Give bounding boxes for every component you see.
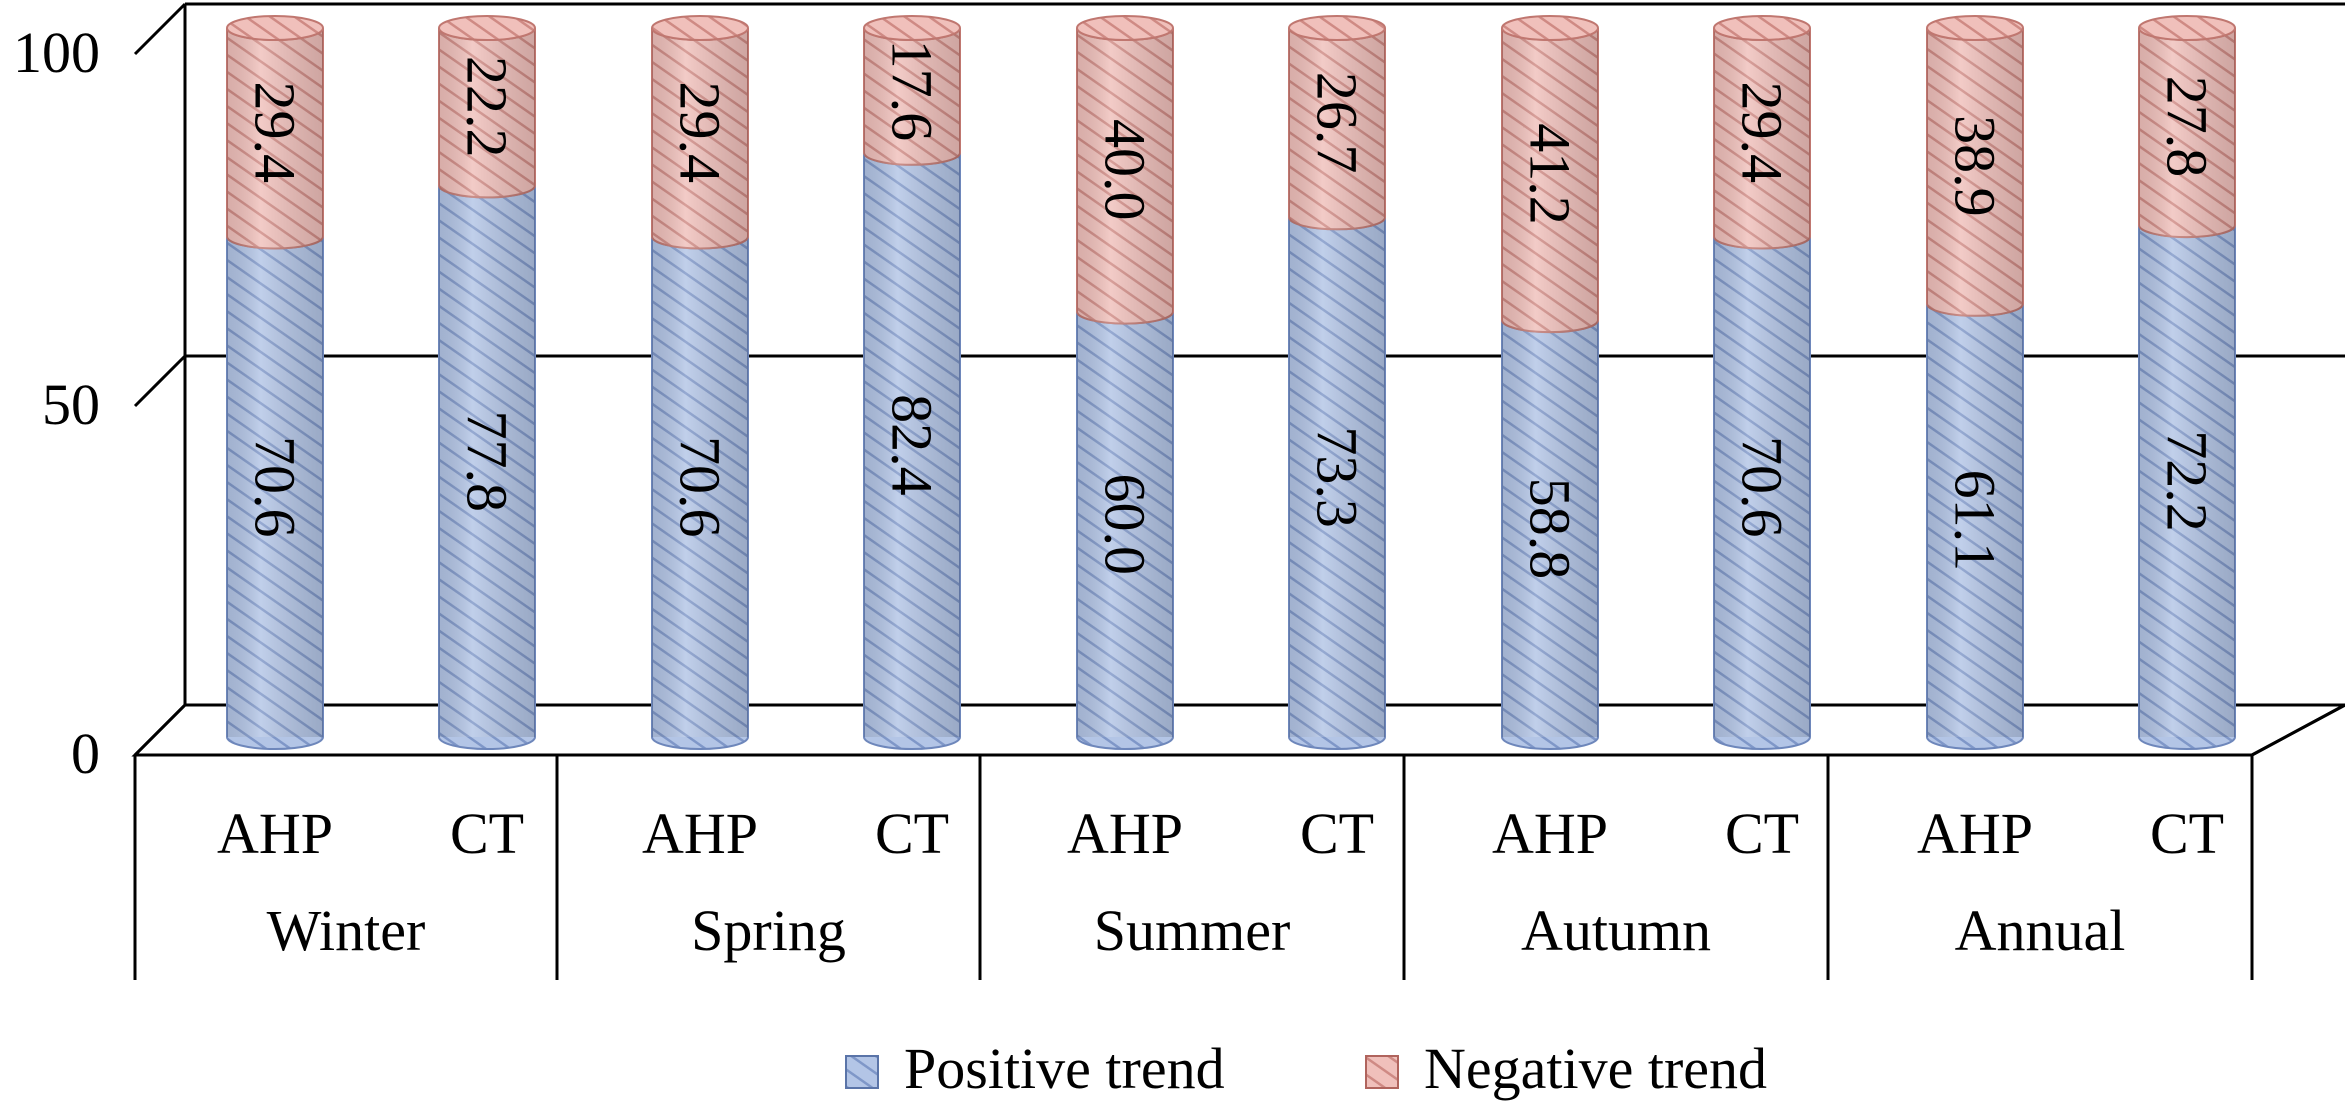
floor-right-edge bbox=[2251, 703, 2345, 757]
bar-1: 77.8 22.2 bbox=[438, 15, 536, 750]
bar-shading bbox=[227, 28, 323, 737]
category-label: AHP bbox=[1067, 801, 1183, 866]
category-label: CT bbox=[450, 801, 524, 866]
data-label-negative: 29.4 bbox=[243, 81, 308, 183]
bar-4: 60.0 40.0 bbox=[1076, 15, 1174, 750]
bar-top-cap bbox=[226, 15, 324, 41]
category-label: CT bbox=[1725, 801, 1799, 866]
y-tick-connector-50 bbox=[133, 354, 187, 408]
bar-8: 61.1 38.9 bbox=[1926, 15, 2024, 750]
bar-shading bbox=[864, 28, 960, 737]
data-label-positive: 82.4 bbox=[880, 394, 945, 496]
data-label-negative: 22.2 bbox=[455, 56, 520, 158]
x-axis: AHP CT AHP CT AHP CT AHP CT AHP CT Winter Spring Sum… bbox=[133, 703, 2345, 980]
legend-item-negative: Negative trend bbox=[1365, 1036, 1767, 1101]
category-label: AHP bbox=[1917, 801, 2033, 866]
y-axis: 0 50 100 bbox=[13, 2, 187, 786]
data-label-positive: 77.8 bbox=[455, 410, 520, 512]
legend: Positive trend Negative trend bbox=[845, 1036, 1767, 1101]
bar-top-cap bbox=[1288, 15, 1386, 41]
bar-shading bbox=[1714, 28, 1810, 737]
bar-shading bbox=[652, 28, 748, 737]
y-tick-label: 100 bbox=[13, 20, 100, 85]
bars: 70.6 29.4 77.8 22.2 70.6 29.4 82.4 17.6 60.0 40.0… bbox=[226, 15, 2236, 750]
category-label: AHP bbox=[217, 801, 333, 866]
data-label-negative: 40.0 bbox=[1093, 119, 1158, 221]
bar-5: 73.3 26.7 bbox=[1288, 15, 1386, 750]
bar-top-cap bbox=[1501, 15, 1599, 41]
legend-swatch-positive bbox=[845, 1055, 879, 1089]
bar-shading bbox=[1077, 28, 1173, 737]
bar-top-cap bbox=[1713, 15, 1811, 41]
data-label-negative: 26.7 bbox=[1305, 72, 1370, 173]
bar-top-cap bbox=[1076, 15, 1174, 41]
legend-item-positive: Positive trend bbox=[845, 1036, 1225, 1101]
category-label: AHP bbox=[1492, 801, 1608, 866]
category-label: AHP bbox=[642, 801, 758, 866]
bar-shading bbox=[439, 28, 535, 737]
bar-3: 82.4 17.6 bbox=[863, 15, 961, 750]
data-label-positive: 61.1 bbox=[1943, 470, 2008, 572]
legend-label-positive: Positive trend bbox=[904, 1036, 1225, 1101]
data-label-negative: 38.9 bbox=[1943, 115, 2008, 217]
group-label: Spring bbox=[691, 898, 846, 963]
group-label: Autumn bbox=[1521, 898, 1711, 963]
bar-shading bbox=[1927, 28, 2023, 737]
data-label-positive: 60.0 bbox=[1093, 474, 1158, 576]
group-label: Annual bbox=[1955, 898, 2126, 963]
data-label-positive: 72.2 bbox=[2155, 430, 2220, 532]
bar-shading bbox=[1289, 28, 1385, 737]
bar-top-cap bbox=[2138, 15, 2236, 41]
y-tick-label: 50 bbox=[42, 372, 100, 437]
data-label-positive: 73.3 bbox=[1305, 426, 1370, 528]
bar-top-cap bbox=[651, 15, 749, 41]
data-label-negative: 27.8 bbox=[2155, 76, 2220, 177]
data-label-negative: 17.6 bbox=[880, 40, 945, 142]
data-label-negative: 41.2 bbox=[1518, 123, 1583, 225]
category-label: CT bbox=[2150, 801, 2224, 866]
data-label-positive: 58.8 bbox=[1518, 478, 1583, 580]
bar-0: 70.6 29.4 bbox=[226, 15, 324, 750]
legend-label-negative: Negative trend bbox=[1424, 1036, 1767, 1101]
group-label: Summer bbox=[1094, 898, 1291, 963]
data-label-positive: 70.6 bbox=[242, 436, 307, 538]
data-label-positive: 70.6 bbox=[1730, 436, 1795, 538]
y-tick-connector-100 bbox=[133, 2, 187, 56]
y-tick-connector-0 bbox=[133, 703, 187, 757]
y-tick-label: 0 bbox=[71, 721, 100, 786]
bar-shading bbox=[1502, 28, 1598, 737]
bar-9: 72.2 27.8 bbox=[2138, 15, 2236, 750]
bar-6: 58.8 41.2 bbox=[1501, 15, 1599, 750]
data-label-negative: 29.4 bbox=[1730, 81, 1795, 183]
category-label: CT bbox=[875, 801, 949, 866]
bar-top-cap bbox=[438, 15, 536, 41]
bar-2: 70.6 29.4 bbox=[651, 15, 749, 750]
bar-top-cap bbox=[1926, 15, 2024, 41]
data-label-negative: 29.4 bbox=[668, 81, 733, 183]
legend-swatch-negative bbox=[1365, 1055, 1399, 1089]
group-label: Winter bbox=[267, 898, 426, 963]
category-label: CT bbox=[1300, 801, 1374, 866]
bar-shading bbox=[2139, 28, 2235, 737]
bar-7: 70.6 29.4 bbox=[1713, 15, 1811, 750]
data-label-positive: 70.6 bbox=[668, 436, 733, 538]
bar-top-cap bbox=[863, 15, 961, 41]
